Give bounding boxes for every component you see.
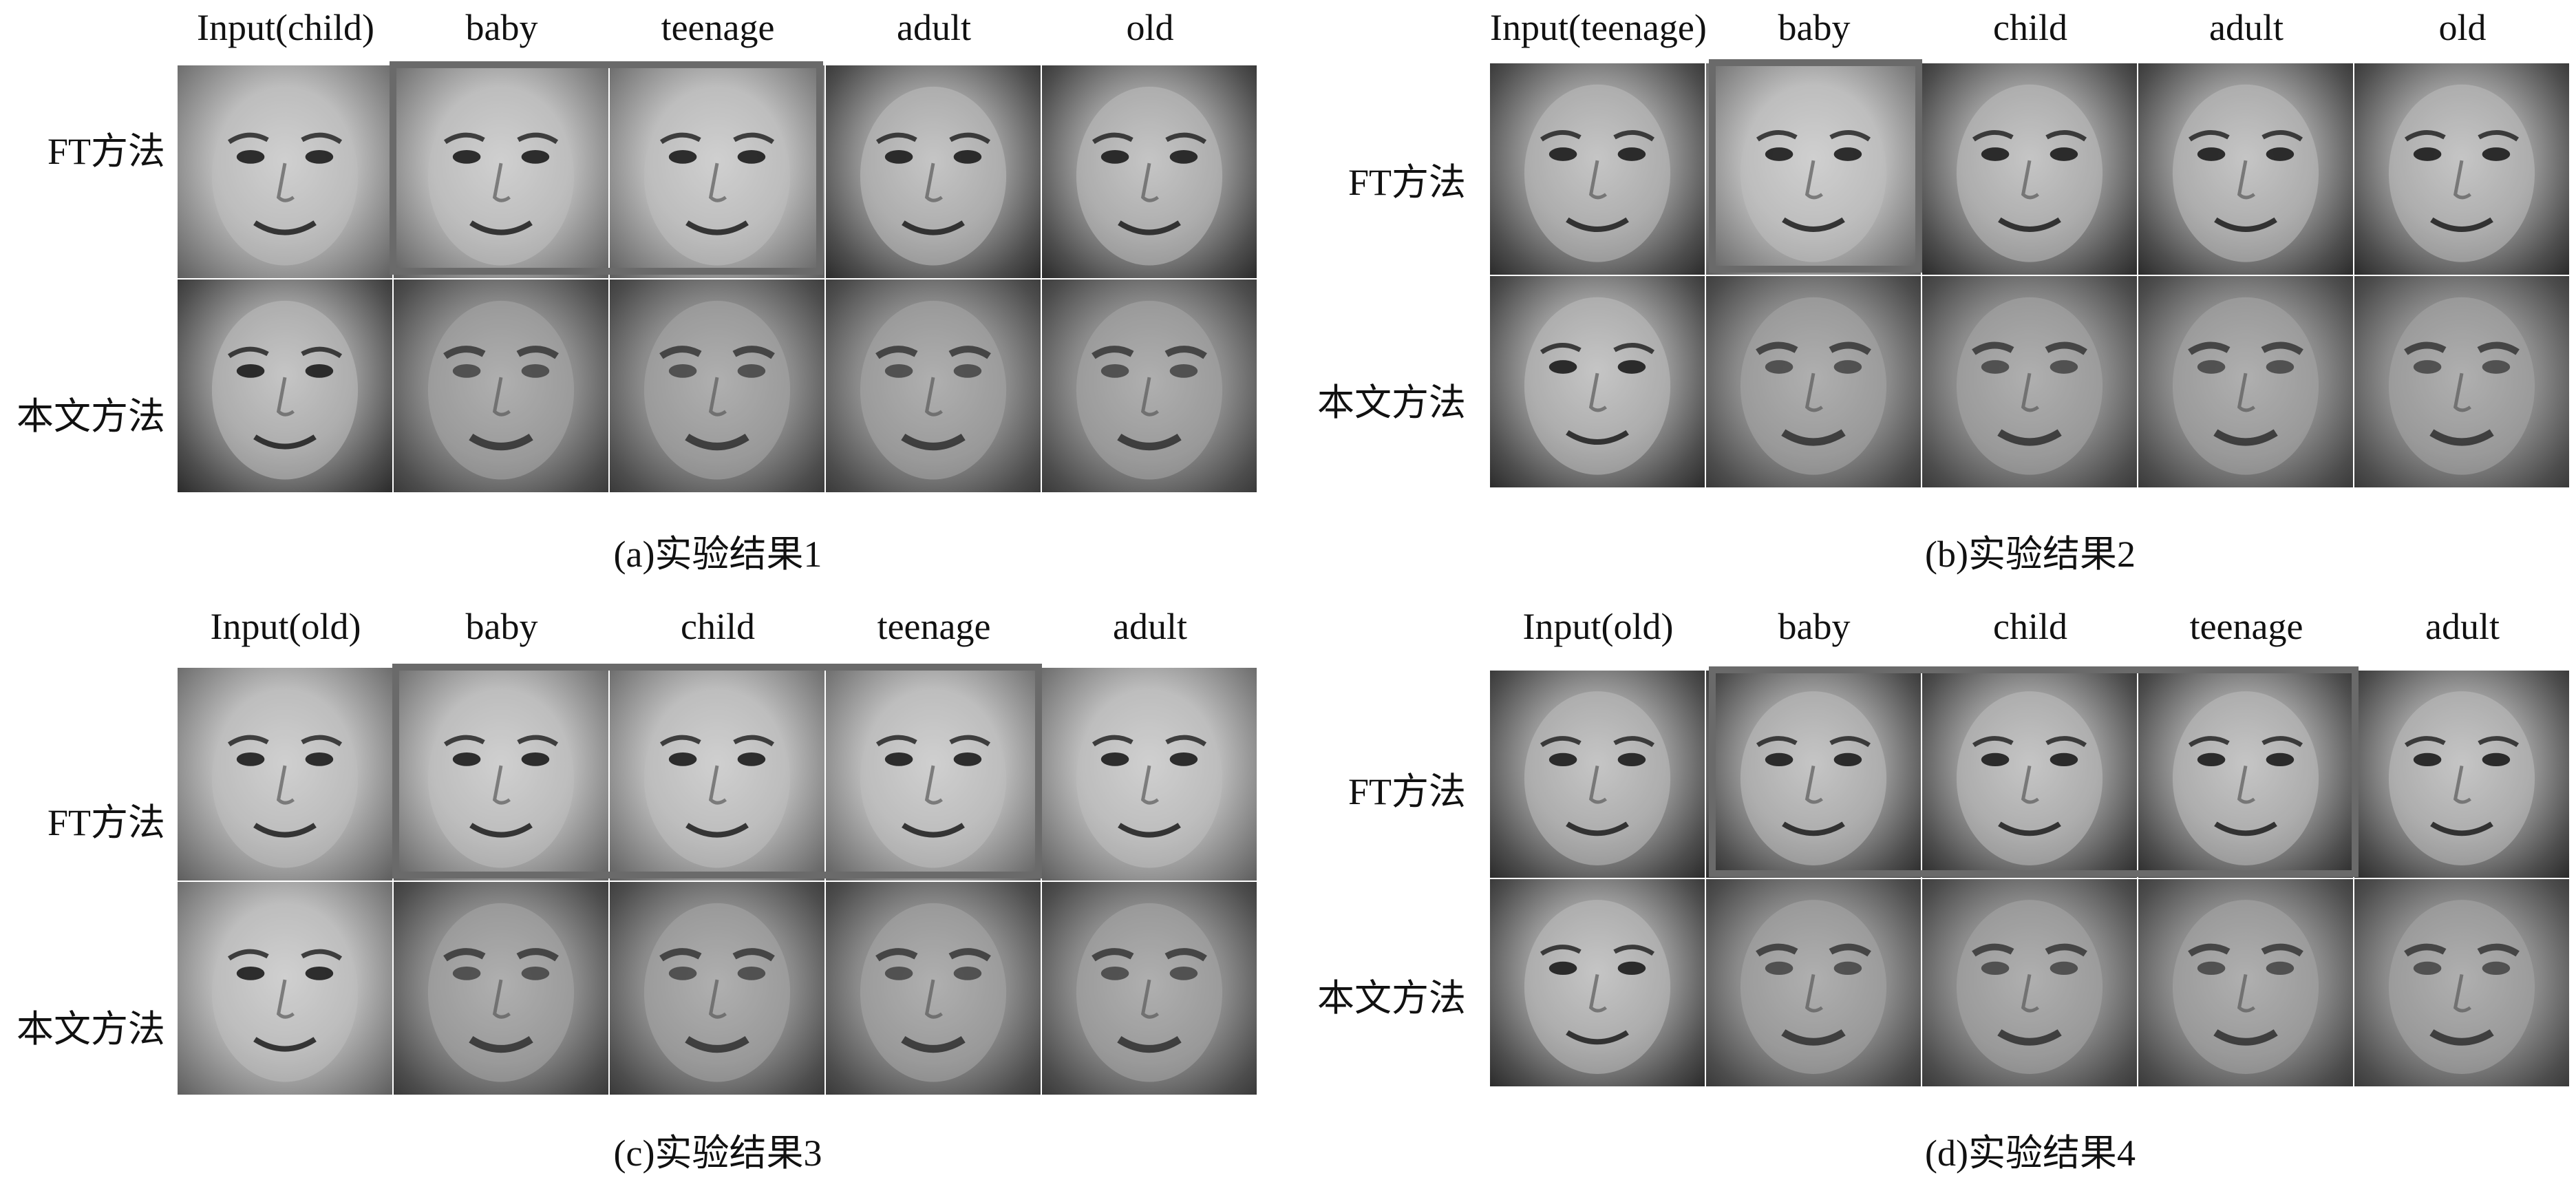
panel-a-caption: (a)实验结果1 <box>613 534 822 575</box>
panel-c-row-label-ft: FT方法 <box>47 802 165 843</box>
face-image <box>394 280 608 492</box>
face-image <box>1042 668 1257 881</box>
face-image <box>178 882 392 1095</box>
face-image <box>1706 879 1921 1086</box>
face-image <box>1042 882 1257 1095</box>
face-image <box>1922 671 2137 878</box>
panel-d-row-label-ours: 本文方法 <box>1317 978 1466 1019</box>
panel-a-header-2: teenage <box>661 7 775 48</box>
face-image <box>1490 63 1705 275</box>
panel-c-header-1: baby <box>465 606 538 647</box>
face-image <box>1490 671 1705 878</box>
panel-c-row-label-ours: 本文方法 <box>17 1009 165 1050</box>
face-image <box>2138 276 2353 487</box>
face-image <box>1922 63 2137 275</box>
panel-c-caption: (c)实验结果3 <box>613 1132 822 1174</box>
panel-c-header-3: teenage <box>877 606 991 647</box>
panel-d-header-2: child <box>1993 606 2067 647</box>
face-image <box>1490 276 1705 487</box>
panel-b-image-grid <box>1490 63 2570 489</box>
face-image <box>2354 879 2569 1086</box>
panel-d-caption: (d)实验结果4 <box>1925 1132 2136 1174</box>
face-image <box>1922 879 2137 1086</box>
panel-b-row-label-ours: 本文方法 <box>1317 382 1466 423</box>
panel-c: Input(old) baby child teenage adult FT方法… <box>0 599 1259 1180</box>
panel-a-header-input: Input(child) <box>197 7 374 48</box>
face-image <box>2138 63 2353 275</box>
panel-c-image-grid <box>178 668 1258 1096</box>
panel-d-header-3: teenage <box>2189 606 2303 647</box>
face-image <box>1490 879 1705 1086</box>
panel-d-header-input: Input(old) <box>1522 606 1674 647</box>
panel-b-caption: (b)实验结果2 <box>1925 534 2136 575</box>
face-image <box>2354 63 2569 275</box>
face-image <box>1042 65 1257 278</box>
panel-b: Input(teenage) baby child adult old FT方法… <box>1294 0 2576 585</box>
face-image <box>610 882 824 1095</box>
panel-d-row-label-ft: FT方法 <box>1348 771 1466 812</box>
panel-a-image-grid <box>178 65 1258 494</box>
face-image <box>394 668 608 881</box>
face-image <box>178 65 392 278</box>
face-image <box>1706 671 1921 878</box>
face-image <box>2354 276 2569 487</box>
panel-b-header-2: child <box>1993 7 2067 48</box>
panel-a: Input(child) baby teenage adult old FT方法… <box>0 0 1259 585</box>
face-image <box>826 65 1041 278</box>
panel-b-header-3: adult <box>2209 7 2284 48</box>
face-image <box>826 668 1041 881</box>
panel-a-header-1: baby <box>465 7 538 48</box>
panel-b-row-label-ft: FT方法 <box>1348 162 1466 203</box>
face-image <box>2138 671 2353 878</box>
face-image <box>394 882 608 1095</box>
face-image <box>1922 276 2137 487</box>
panel-b-header-input: Input(teenage) <box>1490 7 1707 48</box>
face-image <box>1706 63 1921 275</box>
panel-c-header-input: Input(old) <box>210 606 361 647</box>
panel-a-header-4: old <box>1126 7 1174 48</box>
face-image <box>178 668 392 881</box>
panel-d-image-grid <box>1490 671 2570 1088</box>
panel-b-header-1: baby <box>1778 7 1851 48</box>
face-image <box>2354 671 2569 878</box>
panel-a-row-label-ft: FT方法 <box>47 131 165 172</box>
panel-a-header-3: adult <box>897 7 971 48</box>
panel-d-header-1: baby <box>1778 606 1851 647</box>
face-image <box>610 668 824 881</box>
panel-b-header-4: old <box>2438 7 2487 48</box>
face-image <box>1706 276 1921 487</box>
face-image <box>610 280 824 492</box>
panel-d: Input(old) baby child teenage adult FT方法… <box>1294 599 2576 1180</box>
panel-c-header-4: adult <box>1113 606 1187 647</box>
face-image <box>1042 280 1257 492</box>
face-image <box>2138 879 2353 1086</box>
face-image <box>826 882 1041 1095</box>
face-image <box>826 280 1041 492</box>
panel-c-header-2: child <box>681 606 755 647</box>
face-image <box>394 65 608 278</box>
panel-d-header-4: adult <box>2425 606 2500 647</box>
face-image <box>178 280 392 492</box>
panel-a-row-label-ours: 本文方法 <box>17 396 165 437</box>
face-image <box>610 65 824 278</box>
